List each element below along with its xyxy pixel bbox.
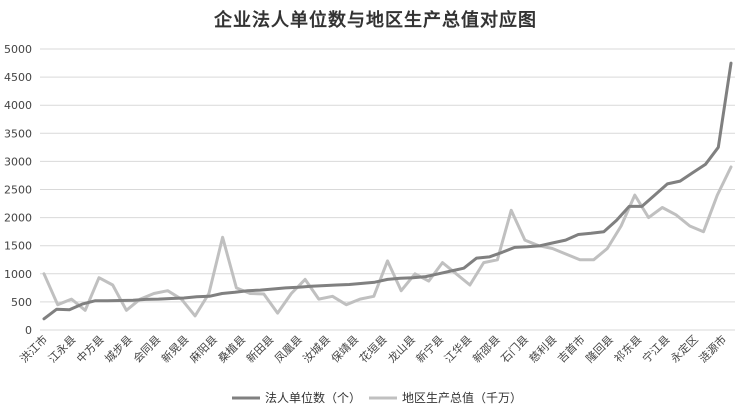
x-axis: 洪江市江永县中方县城步县会同县新晃县麻阳县桑植县新田县凤凰县汝城县保靖县花垣县龙… <box>17 332 729 365</box>
y-tick-label: 2500 <box>4 184 32 197</box>
y-tick-label: 0 <box>25 324 32 337</box>
y-tick-label: 500 <box>11 296 32 309</box>
chart-title: 企业法人单位数与地区生产总值对应图 <box>214 10 537 31</box>
x-tick-label: 会同县 <box>131 333 164 366</box>
series-line-2 <box>42 165 733 318</box>
y-tick-label: 5000 <box>4 43 32 56</box>
x-tick-label: 花垣县 <box>357 333 390 366</box>
y-axis: 0 500 1000 1500 2000 2500 3000 3500 4000 4500 5000 <box>4 43 32 337</box>
y-tick-label: 4500 <box>4 71 32 84</box>
x-tick-label: 汝城县 <box>300 332 333 365</box>
legend: 法人单位数（个） 地区生产总值（千万） <box>232 390 522 405</box>
legend-label-1: 法人单位数（个） <box>265 390 361 405</box>
x-tick-label: 祁东县 <box>611 332 644 365</box>
legend-label-2: 地区生产总值（千万） <box>402 390 522 405</box>
x-tick-label: 凤凰县 <box>272 333 305 366</box>
series-layer <box>42 61 733 321</box>
x-tick-label: 麻阳县 <box>187 332 220 365</box>
x-tick-label: 吉首市 <box>554 332 587 365</box>
x-tick-label: 涟源市 <box>696 332 729 365</box>
x-tick-label: 保靖县 <box>328 332 361 365</box>
y-tick-label: 1000 <box>4 268 32 281</box>
series-line-1 <box>42 61 733 321</box>
y-tick-label: 4000 <box>4 99 32 112</box>
x-tick-label: 新晃县 <box>158 332 191 365</box>
y-tick-label: 2000 <box>4 212 32 225</box>
x-tick-label: 江永县 <box>45 332 78 365</box>
x-tick-label: 石门县 <box>498 332 531 365</box>
x-tick-label: 慈利县 <box>526 332 559 365</box>
y-tick-label: 3500 <box>4 127 32 140</box>
grid-layer <box>40 48 735 331</box>
x-tick-label: 洪江市 <box>17 332 50 365</box>
x-tick-label: 中方县 <box>73 332 106 365</box>
x-tick-label: 隆回县 <box>583 332 616 365</box>
x-tick-label: 宁江县 <box>639 332 672 365</box>
x-tick-label: 城步县 <box>102 333 135 366</box>
x-tick-label: 新邵县 <box>470 332 503 365</box>
x-tick-label: 江华县 <box>441 332 474 365</box>
x-tick-label: 新宁县 <box>413 332 446 365</box>
x-tick-label: 桑植县 <box>215 332 248 365</box>
x-tick-label: 永定区 <box>668 332 701 365</box>
x-tick-label: 龙山县 <box>385 333 418 366</box>
y-tick-label: 1500 <box>4 240 32 253</box>
y-tick-label: 3000 <box>4 155 32 168</box>
x-tick-label: 新田县 <box>243 332 276 365</box>
